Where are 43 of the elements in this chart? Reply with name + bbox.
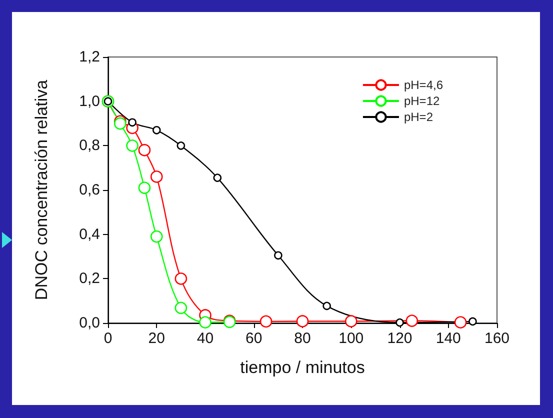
point: [174, 302, 188, 314]
point: [274, 251, 282, 260]
point: [176, 142, 186, 150]
legend-label: pH=12: [404, 94, 440, 108]
y-axis-title: DNOC concentración relativa: [32, 79, 51, 300]
y-tick-label: 0,2: [79, 270, 100, 288]
y-tick-label: 0,8: [79, 137, 100, 154]
point: [138, 182, 151, 194]
x-tick-label: 140: [436, 330, 461, 347]
y-tick-label: 0,6: [79, 182, 100, 198]
point: [114, 117, 126, 130]
x-tick-label: 60: [246, 330, 262, 347]
x-tick-label: 120: [387, 330, 412, 347]
point: [396, 318, 404, 327]
y-tick-label: 1,0: [79, 92, 100, 110]
point: [468, 317, 477, 326]
legend-label: pH=2: [404, 110, 434, 124]
point: [322, 302, 331, 310]
point: [126, 140, 138, 152]
point: [406, 314, 418, 327]
y-tick-label: 0,0: [79, 314, 100, 332]
point: [260, 315, 272, 328]
x-tick-label: 100: [338, 330, 364, 347]
point: [454, 316, 467, 328]
point: [150, 230, 163, 243]
x-tick-label: 80: [294, 330, 311, 347]
point: [296, 315, 309, 328]
x-tick-label: 0: [104, 330, 112, 347]
point: [199, 316, 212, 328]
x-tick-label: 160: [484, 330, 510, 347]
point: [213, 174, 222, 182]
point: [174, 272, 188, 285]
point: [344, 315, 358, 328]
y-tick-label: 1,2: [79, 48, 100, 66]
legend-label: pH=4,6: [404, 78, 444, 92]
point: [138, 144, 151, 156]
x-axis-title: tiempo / minutos: [240, 358, 365, 377]
y-tick-label: 0,4: [79, 226, 100, 243]
point: [128, 118, 136, 127]
point: [150, 170, 163, 183]
x-tick-label: 40: [196, 330, 214, 347]
x-tick-label: 20: [148, 330, 165, 347]
point: [152, 126, 161, 134]
